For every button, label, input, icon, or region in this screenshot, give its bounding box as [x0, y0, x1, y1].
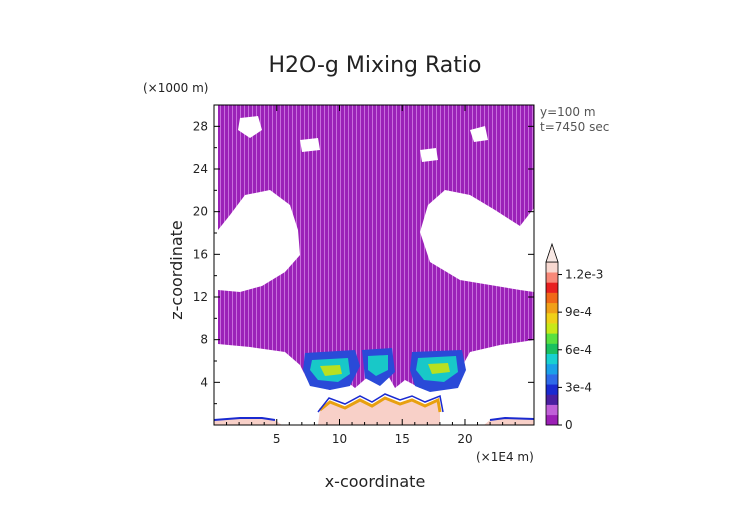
y-tick-label: 4	[200, 375, 208, 389]
colorbar-segment	[546, 384, 558, 395]
colorbar-segment	[546, 414, 558, 426]
colorbar-segment	[546, 292, 558, 304]
x-unit-label: (×1E4 m)	[476, 450, 534, 464]
left-cell-core	[320, 365, 342, 376]
colorbar-segment	[546, 343, 558, 354]
plot-frame	[213, 104, 535, 426]
chart-title: H2O-g Mixing Ratio	[269, 53, 482, 78]
x-tick-label: 20	[457, 432, 472, 446]
upper-clear-patch	[238, 116, 488, 162]
y-tick-label: 24	[193, 162, 208, 176]
surface-layer-center-edge	[319, 396, 442, 413]
x-tick-label: 15	[395, 432, 410, 446]
colorbar-segment	[546, 394, 558, 405]
annotation-y: y=100 m	[540, 105, 596, 119]
colorbar-segment	[546, 312, 558, 324]
colorbar-segment	[546, 404, 558, 416]
y-axis: 4 8 12 16 20 24 28	[193, 119, 534, 405]
colorbar-segment	[546, 374, 558, 385]
y-unit-label: (×1000 m)	[143, 81, 208, 95]
center-cell-inner	[368, 355, 388, 376]
colorbar-tick-label: 6e-4	[565, 343, 592, 357]
y-tick-label: 8	[200, 333, 208, 347]
y-tick-label: 12	[193, 290, 208, 304]
colorbar-segment	[546, 333, 558, 344]
colorbar-tick-label: 9e-4	[565, 305, 592, 319]
colorbar-extend-arrow	[545, 242, 559, 263]
x-axis-label: x-coordinate	[325, 472, 426, 491]
surface-layer-center	[318, 398, 440, 425]
x-tick-label: 5	[273, 432, 281, 446]
y-tick-label: 16	[193, 247, 208, 261]
plot-fill	[214, 105, 534, 425]
upper-moist-layer	[218, 105, 534, 390]
y-tick-label: 20	[193, 205, 208, 219]
colorbar-segment	[546, 282, 558, 293]
colorbar-segment	[546, 323, 558, 334]
colorbar-segment	[546, 363, 558, 375]
y-axis-label: z-coordinate	[167, 220, 186, 320]
colorbar-segment	[546, 272, 558, 283]
colorbar-tick-label: 0	[565, 418, 573, 432]
colorbar-tick-label: 3e-4	[565, 380, 592, 394]
surface-layer-center-outline	[317, 393, 444, 413]
x-axis: 5 10 15 20	[226, 105, 516, 446]
colorbar-segment	[546, 353, 558, 365]
surface-layer-left-edge	[214, 417, 276, 421]
colorbar-tick-label: 1.2e-3	[565, 268, 603, 282]
surface-layer-left	[214, 418, 282, 425]
y-tick-label: 28	[193, 119, 208, 133]
colorbar-segment	[546, 302, 558, 314]
surface-layer-right-edge	[489, 416, 534, 421]
right-cell-core	[428, 363, 450, 374]
colorbar-segment	[546, 262, 558, 273]
x-tick-label: 10	[332, 432, 347, 446]
annotation-time: t=7450 sec	[540, 120, 609, 134]
colorbar: 0 3e-4 6e-4 9e-4 1.2e-3	[545, 242, 603, 432]
